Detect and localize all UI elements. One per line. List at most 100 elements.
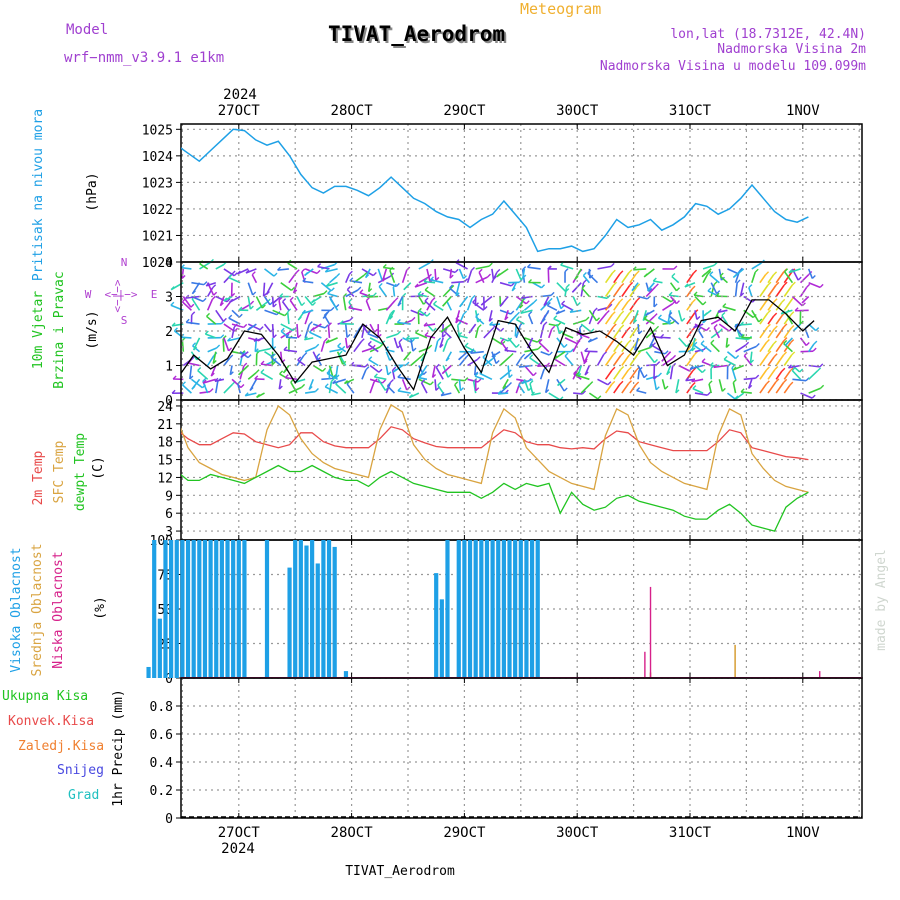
wind-barb — [192, 345, 201, 353]
wind-barb — [472, 381, 477, 394]
wind-barb-tick — [521, 380, 526, 385]
wind-barb — [520, 309, 533, 315]
wind-barb-tick — [557, 382, 562, 387]
wind-barb-tick — [620, 283, 625, 288]
wind-barb — [451, 280, 465, 284]
wind-barb-tick — [684, 283, 689, 288]
wind-barb-tick — [649, 343, 654, 348]
wind-barb — [783, 384, 791, 394]
wind-barb — [499, 355, 511, 367]
bottom-day-label: 28OCT — [331, 825, 374, 841]
wind-barb-tick — [491, 353, 496, 358]
wind-barb — [804, 328, 810, 339]
wind-barb — [677, 310, 683, 322]
wind-barb-tick — [664, 385, 669, 390]
wind-barb-tick — [611, 380, 616, 385]
wind-barb-tick — [282, 298, 287, 303]
wind-barb-tick — [735, 354, 740, 359]
wind-barb-tick — [478, 268, 483, 273]
wind-barb — [694, 348, 705, 353]
cloud-bar — [152, 540, 157, 678]
wind-barb-tick — [365, 366, 370, 371]
wind-barb — [467, 359, 478, 367]
wind-barb — [613, 383, 621, 394]
wind-barb — [613, 273, 621, 284]
wind-barb-tick — [496, 273, 501, 278]
wind-barb-tick — [426, 312, 431, 317]
wind-barb — [588, 309, 598, 322]
top-day-labels: 27OCT 28OCT 29OCT 30OCT 31OCT 1NOV — [218, 103, 821, 119]
wind-barb-tick — [471, 294, 476, 299]
wind-barb — [180, 336, 192, 339]
wind-barb-tick — [732, 378, 737, 383]
wind-barb-tick — [379, 343, 384, 348]
wind-barb — [280, 323, 294, 332]
wind-barb — [207, 347, 217, 353]
wind-barb-tick — [721, 312, 726, 317]
wind-barb — [690, 364, 704, 370]
wind-barb-tick — [278, 296, 283, 301]
wind-barb-tick — [443, 327, 448, 332]
wind-barb-tick — [301, 383, 306, 388]
wind-barb — [186, 321, 200, 325]
wind-barb-tick — [190, 303, 195, 308]
wind-barb-tick — [397, 373, 402, 378]
wind-barb-tick — [738, 267, 743, 272]
wind-barb-tick — [424, 286, 429, 291]
wind-barb-tick — [418, 373, 423, 378]
wind-barb — [439, 337, 444, 348]
wind-barb-tick — [316, 353, 321, 358]
cloud-unit: (%) — [93, 596, 108, 619]
wind-barb-tick — [252, 291, 257, 296]
wind-barb — [710, 282, 718, 295]
bottom-day-label: 27OCT — [218, 825, 261, 841]
lonlat-text: lon,lat (18.7312E, 42.4N) — [670, 27, 866, 42]
temp-dew-line — [181, 464, 809, 532]
wind-barb — [792, 378, 807, 382]
wind-barb-tick — [455, 292, 460, 297]
wind-barb — [491, 351, 497, 364]
wind-barb-tick — [693, 269, 698, 274]
wind-barb — [629, 316, 636, 325]
wind-barb-tick — [564, 268, 569, 273]
wind-barb — [374, 376, 387, 381]
wind-barb-tick — [783, 281, 788, 286]
wind-barb-tick — [240, 384, 245, 389]
y-tick-label: 6 — [165, 507, 173, 522]
wind-barb — [561, 303, 574, 312]
wind-barb — [418, 309, 428, 317]
wind-barb — [199, 261, 211, 270]
y-tick-label: 0 — [165, 394, 173, 409]
wind-barb-tick — [797, 276, 802, 281]
wind-barb — [189, 365, 193, 380]
wind-barb-tick — [636, 283, 641, 288]
wind-barb — [271, 324, 275, 338]
wind-barb — [475, 265, 490, 270]
wind-barb-tick — [236, 270, 241, 275]
wind-barb-tick — [781, 367, 786, 372]
wind-barb — [191, 298, 201, 311]
wind-barb — [215, 263, 225, 270]
wind-barb-tick — [238, 306, 243, 311]
wind-barb-tick — [530, 391, 535, 396]
wind-barb — [304, 295, 314, 306]
wind-barb-tick — [672, 354, 677, 359]
wind-barb-tick — [719, 272, 724, 277]
wind-barb-tick — [339, 320, 344, 325]
wind-barb-tick — [571, 288, 576, 293]
wind-barb-tick — [287, 308, 292, 313]
wind-barb — [247, 323, 261, 331]
wind-barb — [694, 310, 698, 320]
wind-barb — [397, 376, 411, 381]
cloud-bar — [644, 651, 646, 678]
wind-barb — [783, 284, 793, 297]
wind-barb-tick — [250, 300, 255, 305]
wind-barb — [783, 314, 792, 325]
wind-barb — [808, 364, 820, 368]
wind-barb-tick — [748, 284, 753, 289]
wind-barb — [783, 328, 792, 339]
wind-barb — [297, 359, 306, 367]
wind-barb-tick — [504, 316, 509, 321]
wind-barb — [361, 323, 369, 334]
wind-barb — [575, 374, 590, 381]
